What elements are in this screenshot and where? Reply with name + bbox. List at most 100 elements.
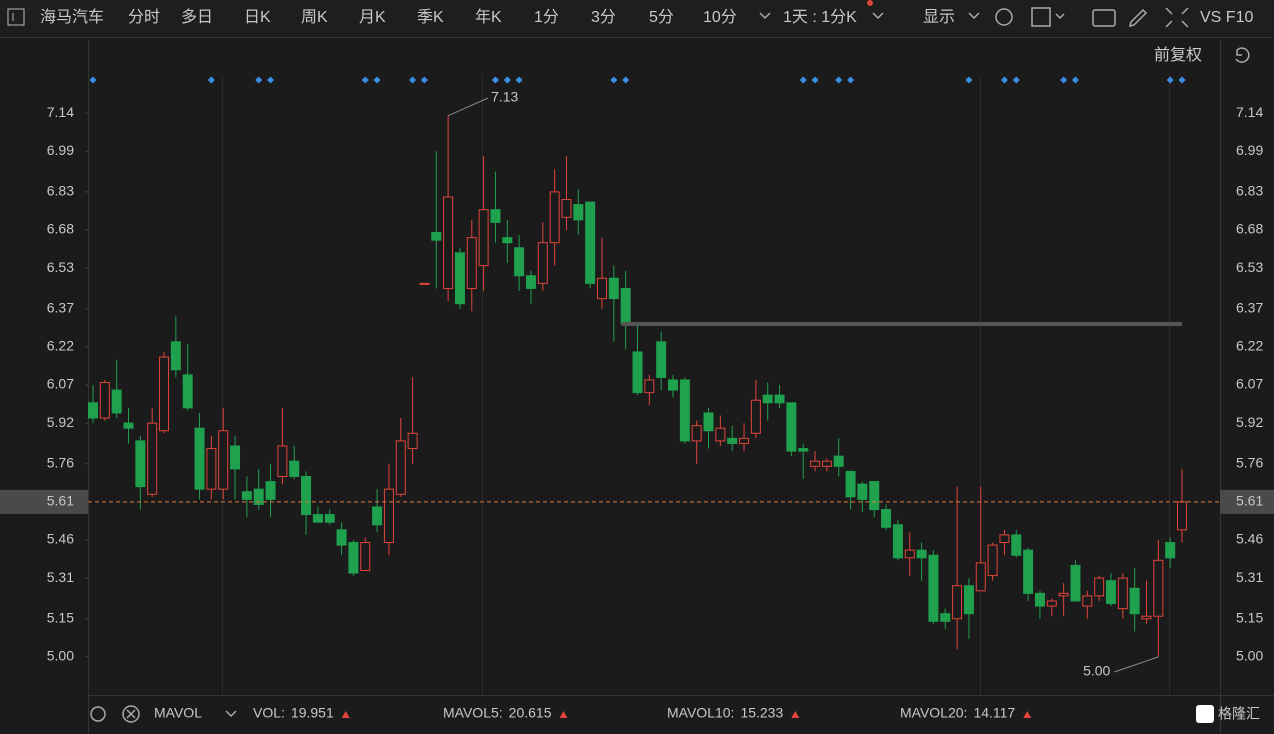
candle-body [644,379,655,394]
event-marker[interactable] [491,76,499,84]
period-tab[interactable]: 年K [475,8,502,26]
chevron[interactable] [1055,13,1065,20]
candle-body [620,287,631,325]
y-tick-label: 5.00 [47,648,74,664]
close-icon [126,709,136,719]
y-tick-label: 6.53 [1236,259,1263,275]
candle-body [573,204,584,221]
period-tab[interactable]: 5分 [649,8,674,26]
event-marker[interactable] [610,76,618,84]
y-tick-label: 6.37 [47,299,74,315]
y-tick-label: 6.07 [1236,376,1263,392]
event-marker[interactable] [420,76,428,84]
candle-body [561,199,572,218]
candle-body [537,242,548,284]
reset-icon[interactable] [1235,47,1250,63]
period-tab[interactable]: 多日 [181,8,213,26]
chevron[interactable] [225,710,237,718]
vs-f10[interactable]: VS F10 [1200,9,1253,26]
candle-body [407,432,418,450]
event-marker[interactable] [503,76,511,84]
event-marker[interactable] [267,76,275,84]
candle-body [253,488,264,505]
indicator-name[interactable]: MAVOL [154,705,202,721]
candle-body [123,422,134,429]
event-marker[interactable] [1012,76,1020,84]
candle-body [833,455,844,467]
chevron[interactable] [872,12,884,20]
event-marker[interactable] [835,76,843,84]
event-marker[interactable] [255,76,263,84]
period-tab[interactable]: 分时 [128,8,160,26]
event-marker[interactable] [1000,76,1008,84]
event-marker[interactable] [847,76,855,84]
period-tab[interactable]: 季K [417,8,444,26]
indicator-label: MAVOL5: [443,705,503,721]
event-marker[interactable] [373,76,381,84]
close-icon[interactable] [122,705,140,723]
event-marker[interactable] [799,76,807,84]
period-tab[interactable]: 3分 [591,8,616,26]
adjust-mode[interactable]: 前复权 [1154,46,1202,64]
pen-icon[interactable] [1128,8,1148,28]
candle-body [952,585,963,620]
expand-icon[interactable] [1165,7,1189,28]
candle-body [703,412,714,432]
y-tick-label: 5.46 [1236,531,1263,547]
settings-icon[interactable] [995,8,1013,26]
candle-body [632,351,643,394]
display-menu[interactable]: 显示 [923,9,955,26]
period-tab[interactable]: 10分 [703,8,737,26]
event-marker[interactable] [965,76,973,84]
candle-body [821,460,832,467]
y-tick-label: 6.53 [47,259,74,275]
candle-body [1011,534,1022,556]
event-marker[interactable] [622,76,630,84]
candle-body [1117,577,1128,610]
up-arrow [559,711,568,718]
high-annotation: 7.13 [491,89,518,105]
candle-body [963,585,974,615]
candle-body [182,374,193,409]
candle-body [466,237,477,289]
period-tab[interactable]: 1分 [534,8,559,26]
menu-icon[interactable] [7,8,25,26]
candle-body [525,275,536,289]
chevron[interactable] [968,12,980,20]
candle-body [111,389,122,414]
event-marker[interactable] [361,76,369,84]
stock-name[interactable]: 海马汽车 [40,8,104,26]
annotation-leader [447,97,489,117]
period-select[interactable]: 1天 : 1分K [783,8,857,26]
y-tick-label: 6.07 [47,376,74,392]
period-tab[interactable]: 月K [359,9,386,26]
candle-body [99,381,110,419]
chevron[interactable] [759,12,771,20]
candle-body [1153,559,1164,617]
candle-body [715,427,726,442]
indicator-label: MAVOL20: [900,705,967,721]
candle-body [289,460,300,477]
indicator-label: VOL: [253,705,285,721]
event-marker[interactable] [89,76,97,84]
event-marker[interactable] [515,76,523,84]
event-marker[interactable] [811,76,819,84]
event-marker[interactable] [409,76,417,84]
candle-body [1058,592,1069,597]
candle-body [372,506,383,526]
period-tab[interactable]: 日K [244,9,271,26]
candle-body [596,277,607,300]
camera-icon[interactable] [1092,9,1116,27]
candle-body [360,542,371,571]
candle-body [277,445,288,477]
event-marker[interactable] [207,76,215,84]
candle-body [549,191,560,244]
period-tab[interactable]: 周K [301,9,328,26]
candle-body [206,448,217,490]
settings-icon[interactable] [90,706,106,722]
candle-body [383,488,394,544]
box-icon[interactable] [1031,7,1051,27]
candle-body [230,445,241,470]
candle-body [987,544,998,577]
candle-body [691,425,702,442]
